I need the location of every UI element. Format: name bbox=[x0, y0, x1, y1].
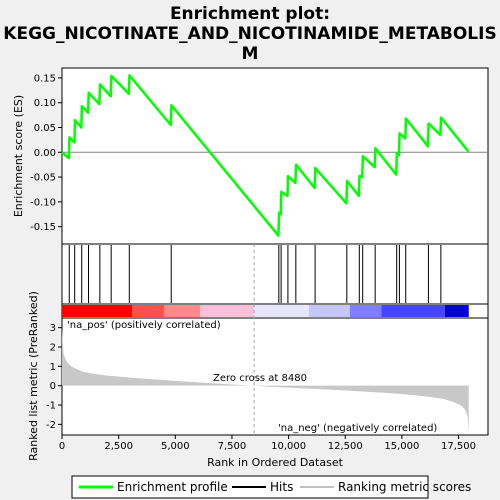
color-bar-segment bbox=[132, 305, 164, 317]
zero-cross-label: Zero cross at 8480 bbox=[213, 373, 307, 384]
metric-x-tick-label: 5,000 bbox=[161, 441, 190, 452]
metric-y-tick-label: 3 bbox=[50, 323, 56, 334]
metric-x-label: Rank in Ordered Dataset bbox=[207, 456, 344, 469]
title-line-1: Enrichment plot: bbox=[170, 4, 330, 24]
hits-panel bbox=[61, 243, 489, 305]
title-line-2: KEGG_NICOTINATE_AND_NICOTINAMIDE_METABOL… bbox=[3, 24, 496, 44]
metric-y-label: Ranked list metric (PreRanked) bbox=[27, 291, 40, 461]
legend-hits-label: Hits bbox=[270, 480, 293, 494]
hit-lines bbox=[68, 245, 442, 303]
ranking-color-bar bbox=[62, 305, 469, 317]
pos-correlated-label: 'na_pos' (positively correlated) bbox=[67, 320, 221, 331]
metric-x-tick-label: 12,500 bbox=[328, 441, 363, 452]
metric-y-tick-label: 0 bbox=[50, 381, 56, 392]
color-bar-segment bbox=[254, 305, 309, 317]
color-bar-segment bbox=[444, 305, 469, 317]
metric-y-tick-label: 1 bbox=[50, 362, 56, 373]
color-bar-segment bbox=[163, 305, 201, 317]
es-y-tick-label: -0.05 bbox=[30, 173, 56, 184]
es-panel bbox=[61, 67, 489, 245]
metric-x-tick-label: 17,500 bbox=[441, 441, 476, 452]
legend-enrichment-label: Enrichment profile bbox=[117, 480, 228, 494]
metric-panel bbox=[61, 317, 489, 436]
title-line-3: M bbox=[242, 44, 259, 64]
enrichment-curve bbox=[61, 74, 470, 237]
metric-y-tick-label: -2 bbox=[46, 420, 56, 431]
ranked-metric-area bbox=[62, 327, 469, 433]
es-y-tick-label: 0.10 bbox=[34, 98, 56, 109]
es-y-tick-label: 0.00 bbox=[34, 148, 56, 159]
metric-x-axis: 0 2,500 5,000 7,500 10,000 12,500 15,000 17,500 bbox=[59, 435, 476, 452]
legend-metric-label: Ranking metric scores bbox=[338, 480, 471, 494]
color-bar-segment bbox=[200, 305, 255, 317]
metric-x-tick-label: 0 bbox=[59, 441, 65, 452]
es-y-tick-label: 0.05 bbox=[34, 123, 56, 134]
metric-y-axis: -2 -1 0 1 2 3 bbox=[46, 323, 62, 431]
metric-x-tick-label: 2,500 bbox=[104, 441, 133, 452]
chart-title: Enrichment plot: KEGG_NICOTINATE_AND_NIC… bbox=[3, 4, 496, 64]
metric-x-tick-label: 7,500 bbox=[218, 441, 247, 452]
es-y-axis: -0.15 -0.10 -0.05 0.00 0.05 0.10 0.15 bbox=[30, 73, 62, 233]
metric-y-tick-label: 2 bbox=[50, 343, 56, 354]
es-y-label: Enrichment score (ES) bbox=[12, 95, 25, 217]
color-bar-segment bbox=[349, 305, 382, 317]
metric-y-tick-label: -1 bbox=[46, 401, 56, 412]
color-bar-segment bbox=[308, 305, 350, 317]
neg-correlated-label: 'na_neg' (negatively correlated) bbox=[278, 423, 437, 434]
ranked-metric-fill bbox=[62, 327, 469, 433]
legend: Enrichment profile Hits Ranking metric s… bbox=[71, 475, 471, 499]
metric-x-tick-label: 10,000 bbox=[271, 441, 306, 452]
color-bar-segment bbox=[381, 305, 445, 317]
es-y-tick-label: -0.10 bbox=[30, 197, 56, 208]
es-y-tick-label: -0.15 bbox=[30, 222, 56, 233]
metric-x-tick-label: 15,000 bbox=[384, 441, 419, 452]
es-y-tick-label: 0.15 bbox=[34, 73, 56, 84]
enrichment-profile-line bbox=[61, 74, 470, 237]
color-bar-segment bbox=[62, 305, 133, 317]
